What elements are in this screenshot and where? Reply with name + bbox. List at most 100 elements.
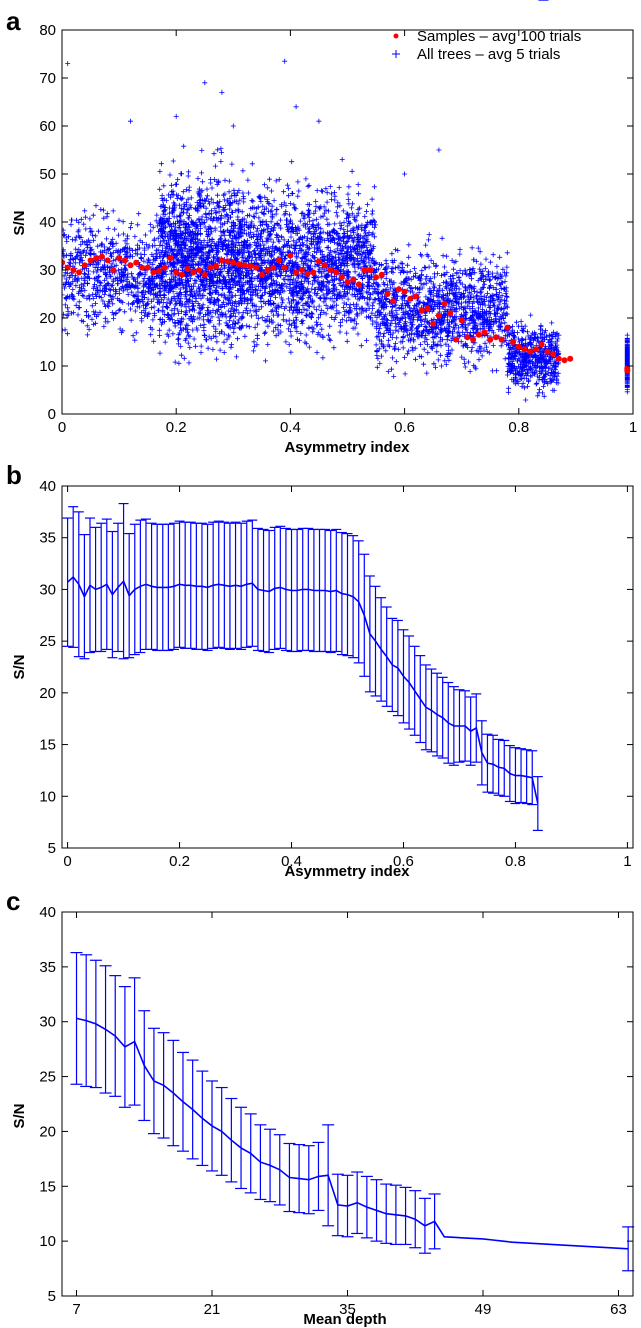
y-tick-label: 80 (39, 22, 56, 39)
error-bar (254, 1124, 267, 1201)
error-bar (302, 1145, 315, 1215)
error-bar (273, 1134, 286, 1206)
panel-c-y-axis-label: S/N (11, 1103, 28, 1128)
error-bar (107, 530, 118, 659)
error-bar (437, 676, 448, 759)
sample-point (62, 259, 65, 266)
error-bar (351, 1171, 364, 1235)
legend-trees-marker (392, 50, 400, 58)
sample-point (201, 271, 208, 278)
y-tick-label: 20 (39, 685, 56, 702)
error-bar (101, 518, 112, 651)
panel-b-y-axis-label: S/N (11, 654, 28, 679)
y-tick-label: 40 (39, 904, 56, 921)
error-bar (241, 520, 252, 648)
sample-point (298, 267, 305, 273)
x-tick-label: 0.4 (280, 419, 301, 436)
error-bar (118, 986, 131, 1108)
error-bar (322, 1124, 335, 1227)
x-tick-label: 0.8 (508, 419, 529, 436)
error-bar (84, 517, 95, 654)
sample-point (390, 298, 397, 305)
error-bar (348, 535, 359, 659)
panel-b-plot-area (62, 0, 549, 832)
error-bar (225, 1097, 238, 1183)
sample-point (315, 258, 322, 265)
sample-point (338, 274, 345, 281)
panel-a-markers (62, 58, 631, 403)
y-tick-label: 20 (39, 1123, 56, 1140)
sample-point (138, 264, 145, 271)
error-bar (428, 1193, 441, 1250)
panel-c-plot-area (70, 951, 635, 1272)
error-bar (460, 690, 471, 762)
error-bar (292, 528, 303, 653)
sample-point (270, 264, 277, 271)
error-bar (118, 502, 129, 660)
error-bar (167, 1039, 180, 1147)
error-bar (138, 1010, 151, 1122)
panel-c-axes: 7 21 35 49 63 5 10 15 20 25 30 35 40 (39, 904, 634, 1318)
sample-point (515, 343, 522, 350)
x-tick-label: 0.6 (393, 853, 414, 870)
y-tick-label: 70 (39, 70, 56, 87)
y-tick-label: 10 (39, 1233, 56, 1250)
y-tick-label: 35 (39, 959, 56, 976)
legend-samples-label: Samples – avg 100 trials (417, 28, 581, 45)
panel-letter-b: b (6, 460, 22, 490)
error-bar (124, 532, 135, 659)
sample-point (127, 262, 134, 269)
error-bar (325, 529, 336, 654)
error-bar (420, 664, 431, 751)
error-bar (415, 655, 426, 744)
error-bar (258, 528, 269, 653)
sample-point (367, 267, 374, 273)
error-bar (62, 517, 73, 647)
sample-point (344, 279, 351, 285)
sample-point (458, 317, 465, 324)
error-bar (516, 748, 527, 804)
sample-point (253, 264, 260, 271)
error-bar (303, 527, 314, 652)
sample-point (567, 355, 574, 362)
sample-point (470, 336, 477, 343)
error-bar (398, 629, 409, 724)
sample-point (207, 264, 214, 271)
y-tick-label: 35 (39, 530, 56, 547)
sample-point (561, 357, 568, 364)
panel-a-y-axis-label: S/N (11, 210, 28, 235)
error-bar (341, 1174, 354, 1238)
error-bar (360, 1175, 373, 1239)
sample-point (333, 269, 340, 276)
error-bar (404, 635, 415, 730)
error-bar (381, 606, 392, 707)
error-bar (185, 521, 196, 649)
error-bar (454, 689, 465, 763)
y-tick-label: 10 (39, 358, 56, 375)
sample-point (104, 257, 111, 264)
sample-point (98, 253, 105, 260)
x-tick-label: 49 (475, 1301, 492, 1318)
y-tick-label: 40 (39, 214, 56, 231)
sample-point (475, 331, 482, 338)
error-bar (392, 619, 403, 717)
sample-point (196, 267, 203, 273)
error-bar (89, 959, 102, 1089)
sample-point (441, 300, 448, 307)
sample-point (424, 305, 431, 312)
x-tick-label: 0.8 (505, 853, 526, 870)
x-tick-label: 1 (623, 853, 631, 870)
sample-point (167, 255, 174, 261)
error-bar (236, 522, 247, 651)
y-tick-label: 5 (48, 1288, 56, 1305)
error-bar (135, 519, 146, 654)
x-tick-label: 0.4 (281, 853, 302, 870)
x-tick-label: 0.2 (169, 853, 190, 870)
y-tick-label: 10 (39, 788, 56, 805)
error-bar (157, 1032, 170, 1139)
panel-b-x-axis-label: Asymmetry index (284, 863, 410, 880)
error-bar (342, 532, 353, 657)
error-bar (219, 521, 230, 649)
error-bar (353, 540, 364, 664)
